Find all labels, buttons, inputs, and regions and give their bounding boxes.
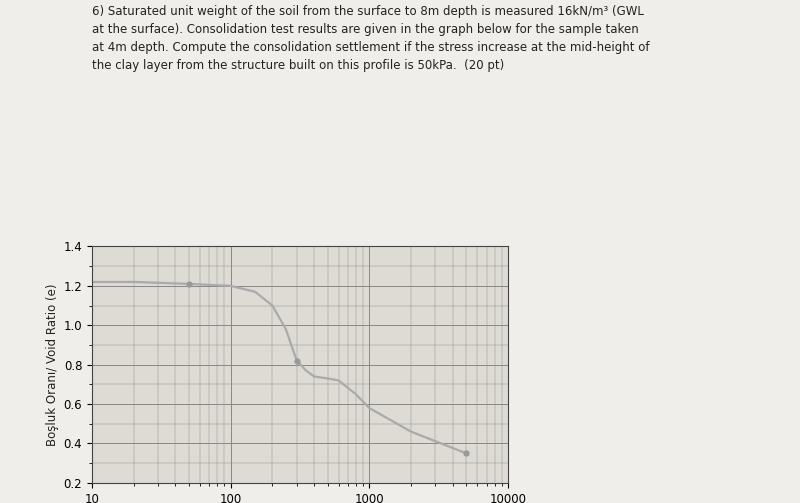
Text: 6) Saturated unit weight of the soil from the surface to 8m depth is measured 16: 6) Saturated unit weight of the soil fro…	[92, 5, 650, 72]
Y-axis label: Boşluk Oranı/ Void Ratio (e): Boşluk Oranı/ Void Ratio (e)	[46, 283, 59, 446]
